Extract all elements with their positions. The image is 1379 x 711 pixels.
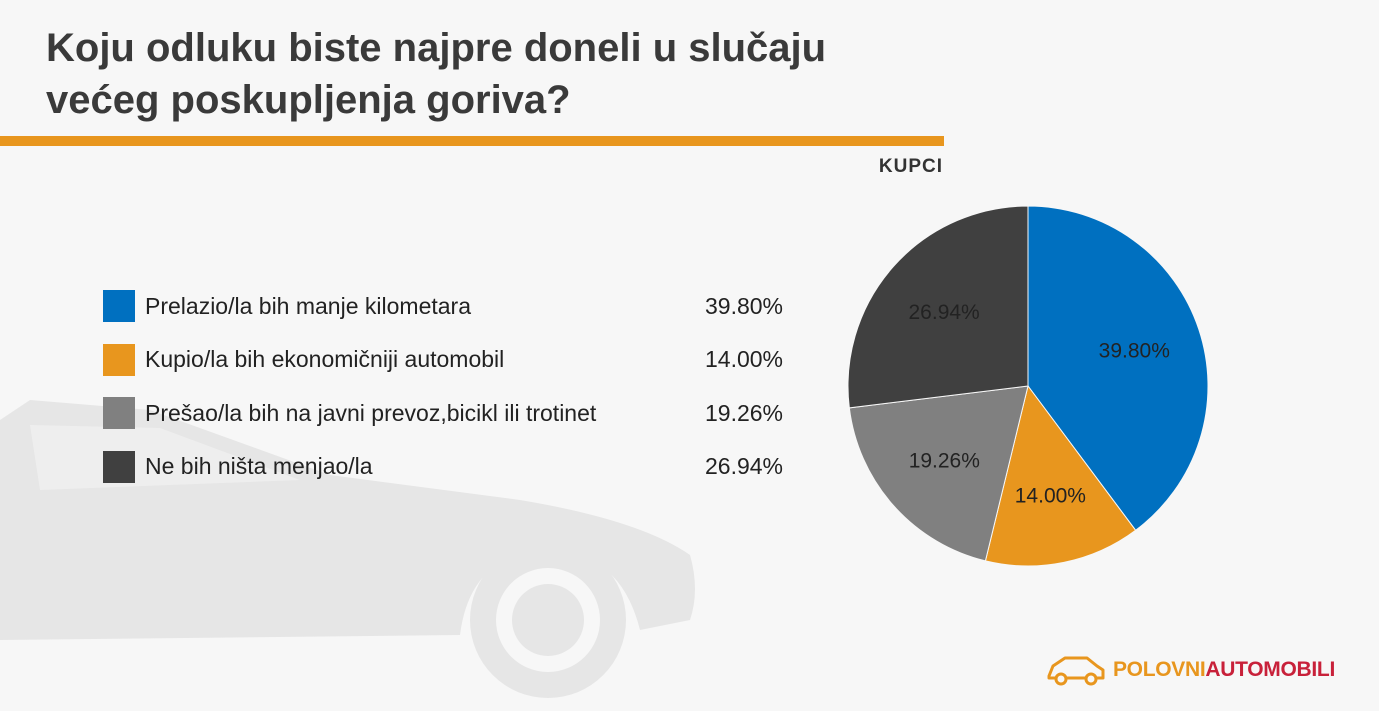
pie-slice-label: 26.94% <box>909 301 980 324</box>
title-divider <box>0 136 944 146</box>
logo-text-part1: POLOVNI <box>1112 658 1206 681</box>
legend-swatch <box>103 450 135 483</box>
logo-text: POLOVNIAUTOMOBILI <box>1113 658 1335 682</box>
pie-slice <box>1027 205 1209 531</box>
legend-value: 39.80% <box>704 292 783 319</box>
legend-value: 19.26% <box>704 399 783 426</box>
legend-item: Ne bih ništa menjao/la 26.94% <box>103 449 783 485</box>
pie-slice-label: 14.00% <box>1015 485 1086 508</box>
pie-chart: 39.80% 14.00% 19.26% 26.94% <box>847 205 1209 567</box>
legend-swatch <box>103 290 135 322</box>
legend-value: 14.00% <box>704 346 783 372</box>
pie-slice <box>984 384 1137 567</box>
legend-item: Prelazio/la bih manje kilometara 39.80% <box>103 288 783 324</box>
legend-swatch <box>103 397 135 429</box>
pie-slice-label: 39.80% <box>1099 340 1170 363</box>
background-car-icon <box>0 400 695 698</box>
chart-legend: Prelazio/la bih manje kilometara 39.80% … <box>103 288 783 502</box>
chart-title: Koju odluku biste najpre doneli u slučaj… <box>46 26 827 122</box>
legend-label: Prelazio/la bih manje kilometara <box>145 292 471 319</box>
logo-text-part2: AUTOMOBILI <box>1205 658 1335 681</box>
legend-label: Prešao/la bih na javni prevoz,bicikl ili… <box>145 399 597 426</box>
pie-slice-label: 19.26% <box>909 449 980 472</box>
legend-label: Kupio/la bih ekonomičniji automobil <box>145 346 505 372</box>
brand-logo: POLOVNIAUTOMOBILI <box>1045 652 1335 688</box>
legend-swatch <box>103 343 135 376</box>
car-logo-icon <box>1047 656 1105 686</box>
legend-item: Prešao/la bih na javni prevoz,bicikl ili… <box>103 395 783 431</box>
pie-slice <box>848 385 1029 562</box>
legend-label: Ne bih ništa menjao/la <box>145 453 373 479</box>
legend-value: 26.94% <box>704 453 783 479</box>
pie-slice <box>847 205 1029 409</box>
respondent-group-label: KUPCI <box>878 156 943 177</box>
legend-item: Kupio/la bih ekonomičniji automobil 14.0… <box>103 342 783 378</box>
